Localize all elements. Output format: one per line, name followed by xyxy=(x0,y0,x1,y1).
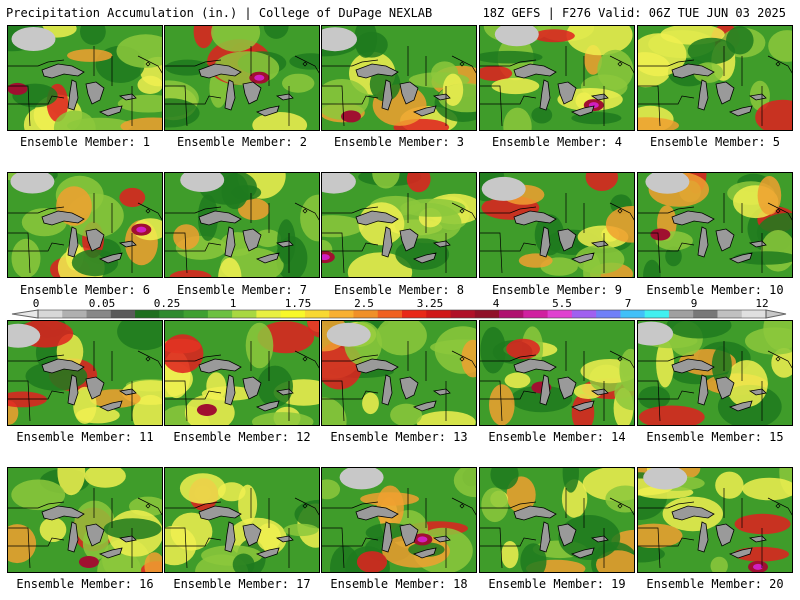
legend-swatch xyxy=(571,310,597,318)
legend-swatch xyxy=(644,310,670,318)
panel-caption: Ensemble Member: 5 xyxy=(649,135,781,149)
legend-label: 1.75 xyxy=(284,297,312,310)
legend-swatch xyxy=(620,310,646,318)
ensemble-panel-15 xyxy=(637,320,793,426)
panel-caption: Ensemble Member: 20 xyxy=(646,577,784,591)
legend-swatch xyxy=(329,310,354,318)
ensemble-panel-16 xyxy=(7,467,163,573)
legend-label: 2.5 xyxy=(354,297,374,310)
ensemble-panel-4 xyxy=(479,25,635,131)
panel-caption: Ensemble Member: 2 xyxy=(176,135,308,149)
panel-caption: Ensemble Member: 16 xyxy=(16,577,154,591)
legend-swatch xyxy=(693,310,718,318)
ensemble-panel-11 xyxy=(7,320,163,426)
legend-swatch xyxy=(159,310,185,318)
ensemble-panel-7 xyxy=(164,172,320,278)
legend-swatch xyxy=(717,310,743,318)
legend-swatch xyxy=(183,310,209,318)
legend-swatch xyxy=(207,310,233,318)
ensemble-panel-3 xyxy=(321,25,477,131)
legend-swatch xyxy=(256,310,282,318)
legend-swatch xyxy=(304,310,330,318)
panel-caption: Ensemble Member: 11 xyxy=(16,430,154,444)
panel-caption: Ensemble Member: 10 xyxy=(646,283,784,297)
ensemble-panel-8 xyxy=(321,172,477,278)
ensemble-panel-17 xyxy=(164,467,320,573)
legend-swatch xyxy=(38,310,63,318)
legend-swatch xyxy=(402,310,427,318)
legend-swatch xyxy=(668,310,694,318)
panel-caption: Ensemble Member: 12 xyxy=(173,430,311,444)
ensemble-panel-10 xyxy=(637,172,793,278)
legend-swatch xyxy=(377,310,403,318)
panel-caption: Ensemble Member: 18 xyxy=(330,577,468,591)
ensemble-panel-2 xyxy=(164,25,320,131)
panel-caption: Ensemble Member: 9 xyxy=(491,283,623,297)
legend-swatch xyxy=(135,310,160,318)
legend-label: 0.05 xyxy=(88,297,116,310)
valid-time: 18Z GEFS | F276 Valid: 06Z TUE JUN 03 20… xyxy=(482,6,786,20)
ensemble-panel-6 xyxy=(7,172,163,278)
ensemble-panel-20 xyxy=(637,467,793,573)
panel-caption: Ensemble Member: 6 xyxy=(19,283,151,297)
legend-swatch xyxy=(596,310,621,318)
panel-caption: Ensemble Member: 8 xyxy=(333,283,465,297)
panel-caption: Ensemble Member: 4 xyxy=(491,135,623,149)
ensemble-panel-19 xyxy=(479,467,635,573)
panel-caption: Ensemble Member: 7 xyxy=(176,283,308,297)
legend-swatch xyxy=(86,310,112,318)
legend-swatch xyxy=(547,310,573,318)
legend-swatch xyxy=(450,310,476,318)
legend-label: 5.5 xyxy=(552,297,572,310)
legend-swatch xyxy=(499,310,524,318)
ensemble-panel-1 xyxy=(7,25,163,131)
panel-caption: Ensemble Member: 15 xyxy=(646,430,784,444)
legend-swatch xyxy=(62,310,88,318)
panel-caption: Ensemble Member: 13 xyxy=(330,430,468,444)
legend-swatch xyxy=(523,310,549,318)
panel-caption: Ensemble Member: 19 xyxy=(488,577,626,591)
panel-caption: Ensemble Member: 3 xyxy=(333,135,465,149)
panel-caption: Ensemble Member: 14 xyxy=(488,430,626,444)
color-legend xyxy=(11,309,787,319)
ensemble-panel-18 xyxy=(321,467,477,573)
legend-label: 0.25 xyxy=(153,297,181,310)
legend-swatch xyxy=(353,310,379,318)
ensemble-panel-5 xyxy=(637,25,793,131)
panel-caption: Ensemble Member: 17 xyxy=(173,577,311,591)
legend-swatch xyxy=(426,310,452,318)
ensemble-panel-14 xyxy=(479,320,635,426)
legend-swatch xyxy=(280,310,306,318)
legend-arrow-left xyxy=(11,309,39,319)
panel-caption: Ensemble Member: 1 xyxy=(19,135,151,149)
legend-label: 3.25 xyxy=(416,297,444,310)
legend-swatch xyxy=(232,310,257,318)
legend-label: 12 xyxy=(755,297,769,310)
legend-label: 7 xyxy=(624,297,632,310)
legend-frame xyxy=(37,309,767,319)
ensemble-panel-9 xyxy=(479,172,635,278)
legend-swatch xyxy=(741,310,767,318)
legend-label: 4 xyxy=(492,297,500,310)
legend-label: 1 xyxy=(229,297,237,310)
ensemble-panel-12 xyxy=(164,320,320,426)
legend-label: 9 xyxy=(690,297,698,310)
legend-swatch xyxy=(474,310,500,318)
map-title: Precipitation Accumulation (in.) | Colle… xyxy=(6,6,433,20)
ensemble-panel-13 xyxy=(321,320,477,426)
legend-swatch xyxy=(110,310,136,318)
legend-label: 0 xyxy=(32,297,40,310)
legend-arrow-right xyxy=(765,309,787,319)
